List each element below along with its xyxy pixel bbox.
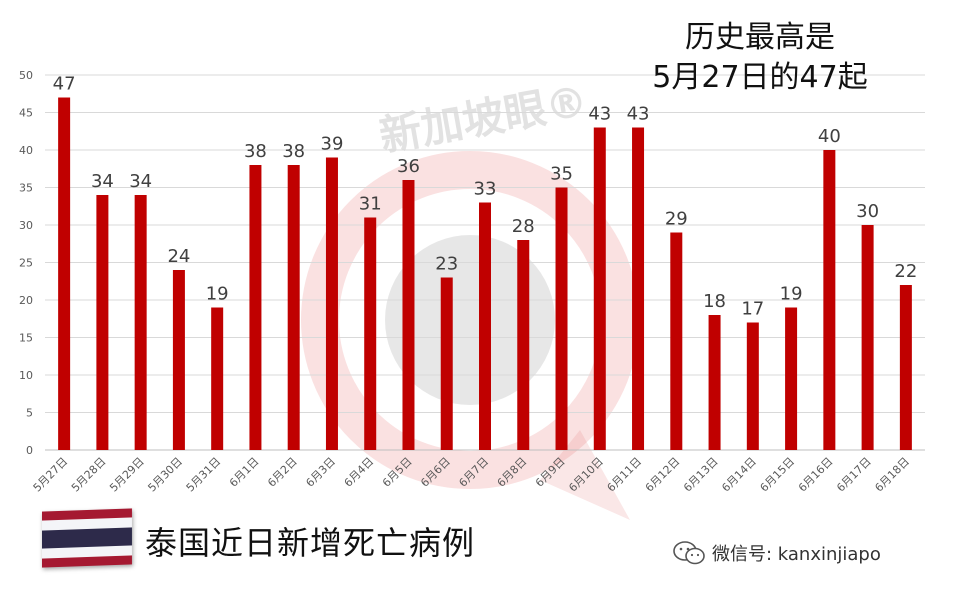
bar — [746, 322, 759, 450]
data-label: 30 — [856, 201, 879, 222]
y-tick-label: 45 — [19, 107, 33, 120]
y-tick-label: 15 — [19, 332, 33, 345]
bar — [440, 277, 453, 450]
peak-annotation-line1: 历史最高是 — [685, 20, 835, 55]
bar — [823, 150, 836, 450]
peak-annotation: 历史最高是 5月27日的47起 — [640, 18, 880, 98]
y-tick-label: 30 — [19, 219, 33, 232]
x-tick-label: 6月4日 — [342, 455, 377, 490]
x-tick-label: 6月7日 — [456, 455, 491, 490]
x-tick-label: 5月31日 — [184, 455, 224, 495]
bar — [287, 165, 300, 450]
x-tick-label: 6月3日 — [303, 455, 338, 490]
bar — [479, 202, 491, 450]
data-label: 23 — [435, 254, 458, 275]
x-tick-label: 6月16日 — [796, 455, 836, 495]
data-label: 34 — [91, 171, 114, 192]
bar — [708, 315, 721, 450]
x-tick-label: 6月12日 — [643, 455, 683, 495]
bar — [172, 270, 185, 450]
data-label: 40 — [818, 126, 841, 147]
bar — [555, 187, 568, 450]
x-tick-label: 5月29日 — [107, 455, 147, 495]
x-tick-label: 6月1日 — [227, 455, 262, 490]
bar — [670, 232, 683, 450]
data-label: 33 — [474, 179, 497, 200]
x-tick-label: 6月11日 — [605, 455, 645, 495]
data-labels: 47 34 34 24 19 38 38 39 31 36 23 33 28 35 43 43 29 18 17 19… — [53, 74, 918, 320]
wechat-id: 微信号: kanxinjiapo — [672, 540, 881, 566]
x-tick-label: 6月15日 — [758, 455, 798, 495]
x-tick-label: 6月14日 — [719, 455, 759, 495]
peak-annotation-line2: 5月27日的47起 — [652, 60, 868, 95]
bar — [593, 127, 606, 450]
watermark-logo — [301, 151, 639, 520]
x-tick-label: 6月10日 — [566, 455, 606, 495]
data-label: 39 — [321, 134, 344, 155]
data-label: 31 — [359, 194, 382, 215]
bar — [58, 97, 71, 450]
y-tick-label: 0 — [26, 444, 33, 457]
wechat-label: 微信号: kanxinjiapo — [712, 544, 881, 565]
bar — [632, 127, 645, 450]
bar — [134, 195, 147, 450]
bar — [402, 180, 415, 450]
x-tick-label: 6月17日 — [834, 455, 874, 495]
bar — [325, 157, 338, 450]
bar — [899, 285, 912, 450]
data-label: 24 — [167, 246, 190, 267]
y-tick-labels: 0 5 10 15 20 25 30 35 40 45 50 — [19, 69, 33, 457]
data-label: 38 — [282, 141, 305, 162]
data-label: 19 — [780, 284, 803, 305]
x-tick-label: 5月27日 — [31, 455, 71, 495]
x-tick-label: 6月6日 — [418, 455, 453, 490]
data-label: 34 — [129, 171, 152, 192]
y-tick-label: 40 — [19, 144, 33, 157]
thailand-flag-icon — [42, 508, 132, 568]
x-tick-label: 6月13日 — [681, 455, 721, 495]
data-label: 36 — [397, 156, 420, 177]
bar — [96, 195, 109, 450]
chart-caption: 泰国近日新增死亡病例 — [145, 524, 476, 562]
data-label: 38 — [244, 141, 267, 162]
y-tick-label: 35 — [19, 182, 33, 195]
y-tick-label: 10 — [19, 369, 33, 382]
x-tick-label: 5月30日 — [145, 455, 185, 495]
data-label: 43 — [627, 104, 650, 125]
y-tick-label: 20 — [19, 294, 33, 307]
bar — [211, 307, 224, 450]
y-tick-label: 50 — [19, 69, 33, 82]
bar — [249, 165, 262, 450]
y-tick-label: 5 — [26, 407, 33, 420]
data-label: 43 — [588, 104, 611, 125]
x-tick-label: 5月28日 — [69, 455, 109, 495]
y-tick-label: 25 — [19, 257, 33, 270]
data-label: 35 — [550, 164, 573, 185]
data-label: 18 — [703, 291, 726, 312]
data-label: 17 — [741, 299, 764, 320]
bars — [58, 97, 912, 450]
bar — [861, 225, 874, 450]
data-label: 29 — [665, 209, 688, 230]
data-label: 22 — [894, 261, 917, 282]
x-tick-label: 6月18日 — [872, 455, 912, 495]
x-tick-label: 6月5日 — [380, 455, 415, 490]
x-tick-label: 6月9日 — [533, 455, 568, 490]
bar — [517, 240, 530, 450]
x-tick-label: 6月8日 — [495, 455, 530, 490]
data-label: 19 — [206, 284, 229, 305]
data-label: 28 — [512, 216, 535, 237]
bar — [785, 307, 798, 450]
wechat-icon — [673, 541, 705, 565]
x-tick-label: 6月2日 — [265, 455, 300, 490]
data-label: 47 — [53, 74, 76, 95]
bar — [364, 217, 377, 450]
